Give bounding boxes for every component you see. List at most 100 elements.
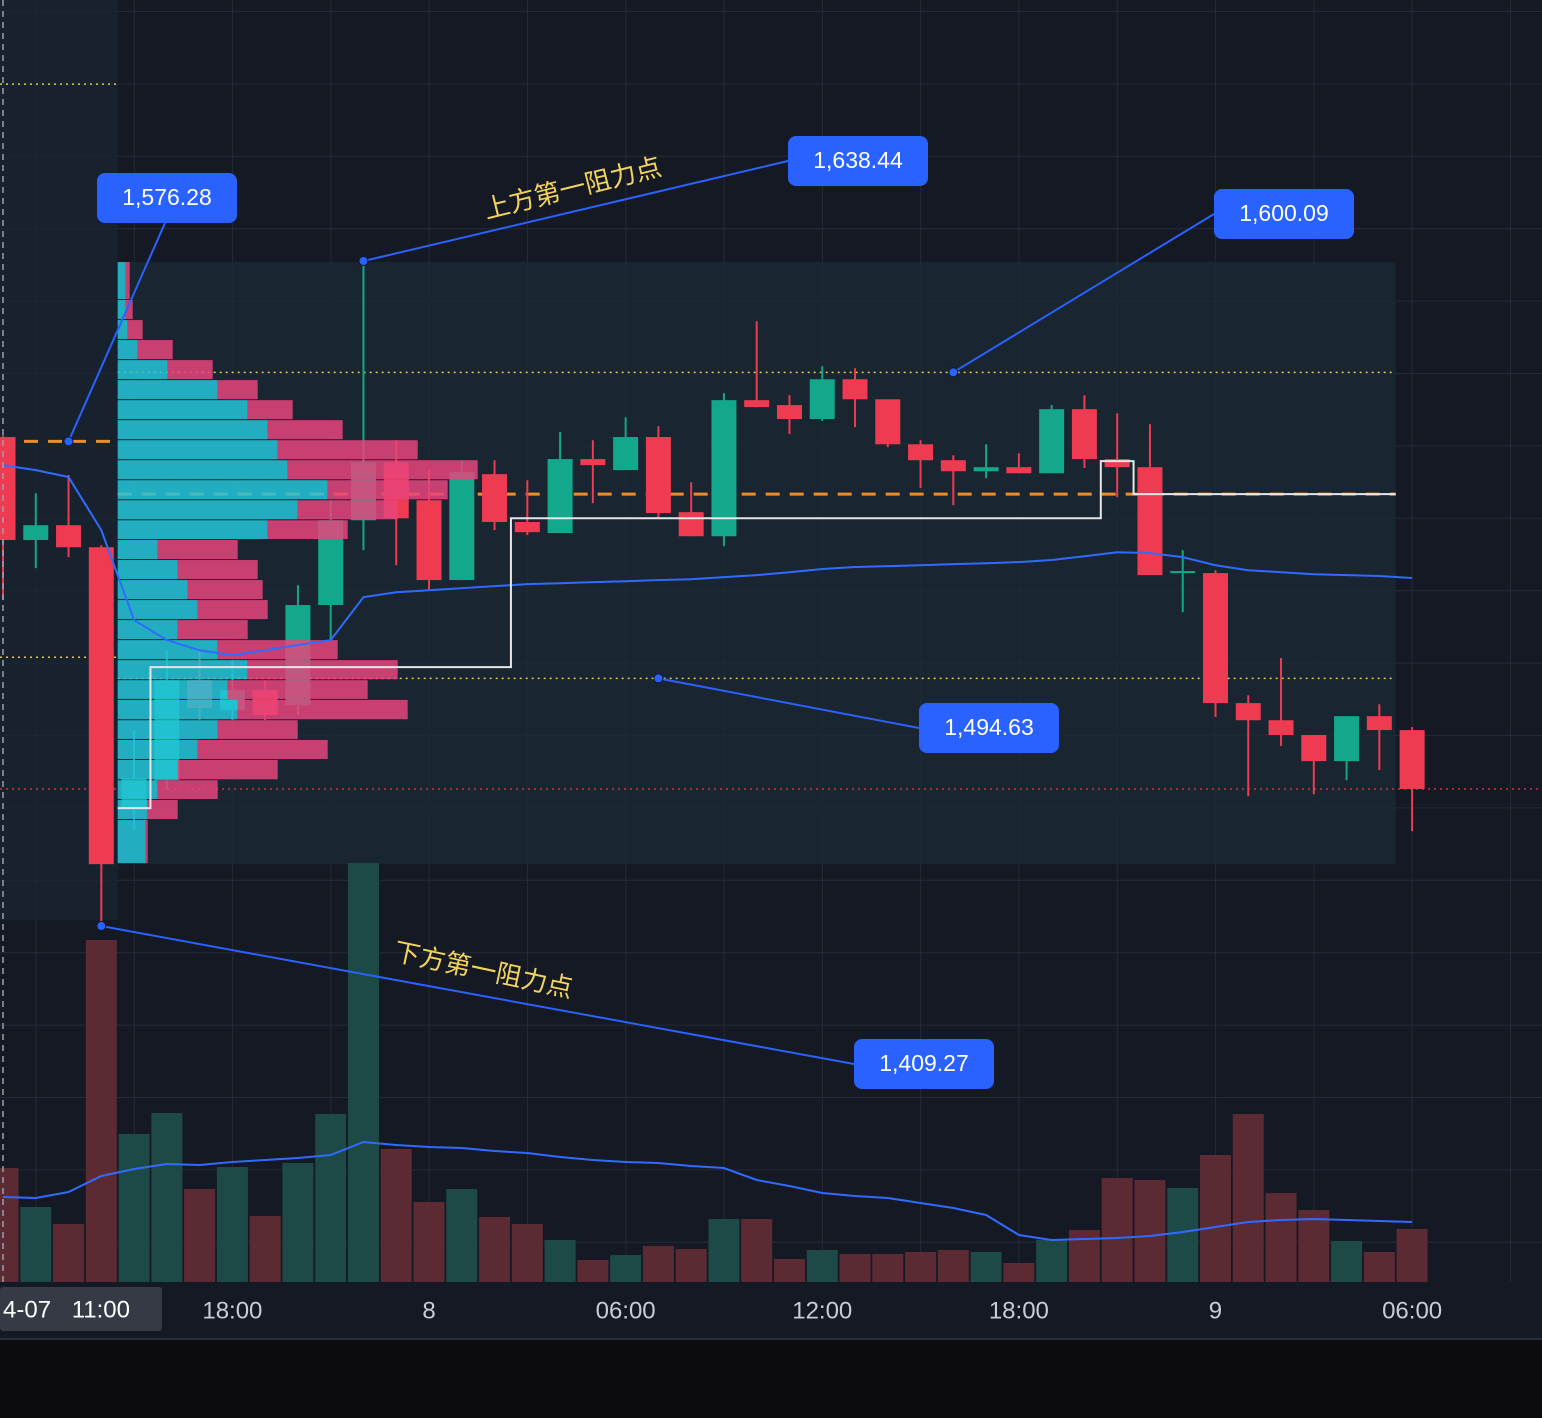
profile-up: [117, 600, 198, 620]
profile-down: [157, 780, 218, 800]
profile-down: [137, 340, 173, 360]
profile-down: [277, 440, 418, 460]
candle-body: [613, 437, 639, 471]
profile-down: [217, 720, 298, 739]
callout-anchor: [96, 921, 107, 932]
candle-body: [842, 379, 868, 400]
candle-body: [1006, 467, 1032, 474]
profile-up: [117, 759, 178, 780]
candle-body: [514, 522, 540, 533]
callout-box: [854, 1039, 994, 1089]
candle-body: [711, 400, 737, 537]
poc-step-line: [117, 460, 1396, 810]
callout-label: 1,600.09: [1239, 200, 1329, 226]
profile-down: [247, 660, 398, 680]
x-tick-label: 06:00: [596, 1297, 656, 1324]
volume-bar: [937, 1250, 969, 1282]
volume-bar: [839, 1254, 871, 1282]
profile-down: [187, 580, 263, 600]
volume-bar: [1199, 1155, 1231, 1282]
volume-bar: [1331, 1241, 1363, 1282]
profile-up: [117, 699, 238, 720]
volume-bar: [1396, 1229, 1428, 1282]
callout-box: [788, 136, 928, 186]
x-tick-label: 18:00: [989, 1297, 1049, 1324]
volume-bar: [249, 1216, 281, 1282]
candle-body: [1039, 409, 1065, 474]
callout-line: [658, 677, 920, 729]
profile-up: [117, 540, 158, 560]
volume-bar: [741, 1219, 773, 1282]
candle-body: [875, 399, 901, 445]
candle-body: [1235, 703, 1261, 721]
profile-down: [157, 540, 238, 560]
candle-body: [908, 444, 934, 461]
callout-label: 1,494.63: [944, 714, 1034, 740]
volume-bar: [642, 1246, 674, 1282]
x-tick-label: 18:00: [202, 1297, 262, 1324]
candle-body: [1301, 735, 1327, 762]
profile-down: [125, 262, 130, 300]
candle-body: [940, 460, 966, 472]
volume-bar: [806, 1250, 838, 1282]
callout-box: [1214, 189, 1354, 239]
candle-body: [482, 474, 508, 523]
profile-up: [117, 340, 138, 360]
candle-body: [645, 437, 671, 514]
profile-down: [267, 520, 348, 540]
profile-up: [117, 400, 248, 420]
volume-bar: [1134, 1180, 1166, 1282]
candle-body: [1104, 459, 1130, 468]
profile-down: [267, 420, 343, 440]
profile-up: [117, 580, 188, 600]
candle-body: [580, 459, 606, 466]
crosshair-label: 4-07 11:00: [3, 1296, 130, 1323]
profile-up: [117, 420, 268, 440]
callout-line: [67, 222, 166, 442]
x-tick-label: 9: [1209, 1297, 1222, 1324]
profile-up: [117, 300, 126, 320]
volume-bar: [773, 1259, 805, 1282]
profile-down: [177, 759, 278, 780]
candle-body: [0, 437, 16, 541]
volume-bar: [1265, 1193, 1297, 1282]
profile-down: [197, 739, 328, 759]
profile-up: [117, 820, 146, 864]
candle-body: [449, 472, 475, 581]
volume-bar: [85, 940, 117, 1282]
volume-bar: [380, 1149, 412, 1282]
volume-bar: [1101, 1178, 1133, 1282]
profile-down: [177, 620, 248, 640]
profile-up: [117, 262, 126, 300]
candle-body: [1137, 467, 1163, 576]
volume-bar: [675, 1249, 707, 1282]
ma-line: [2, 464, 1413, 657]
volume-bar: [872, 1254, 904, 1282]
candle-body: [1202, 573, 1228, 704]
callout-anchor: [948, 367, 959, 378]
volume-bar: [708, 1219, 740, 1282]
candle-body: [1071, 409, 1097, 460]
plot: 1,576.28 1,638.44 1,600.09 1,494.63 1,409.27…: [0, 0, 1542, 1331]
volume-bar: [905, 1252, 937, 1282]
candle-body: [809, 379, 835, 420]
candle-body: [744, 400, 770, 408]
profile-down: [167, 360, 213, 380]
profile-up: [117, 480, 328, 500]
profile-up: [117, 680, 228, 699]
profile-up: [117, 520, 268, 540]
volume-bar: [511, 1224, 543, 1282]
profile-up: [117, 500, 298, 520]
x-tick-label: 06:00: [1382, 1297, 1442, 1324]
volume-bar: [315, 1114, 347, 1282]
profile-up: [117, 440, 278, 460]
profile-down: [177, 560, 258, 580]
candle-body: [678, 512, 704, 537]
candle-body: [88, 547, 114, 865]
volume-bar: [1003, 1263, 1035, 1282]
volume-bar: [20, 1207, 52, 1282]
volume-bar: [479, 1217, 511, 1282]
profile-up: [117, 640, 218, 660]
volume-bar: [610, 1255, 642, 1282]
